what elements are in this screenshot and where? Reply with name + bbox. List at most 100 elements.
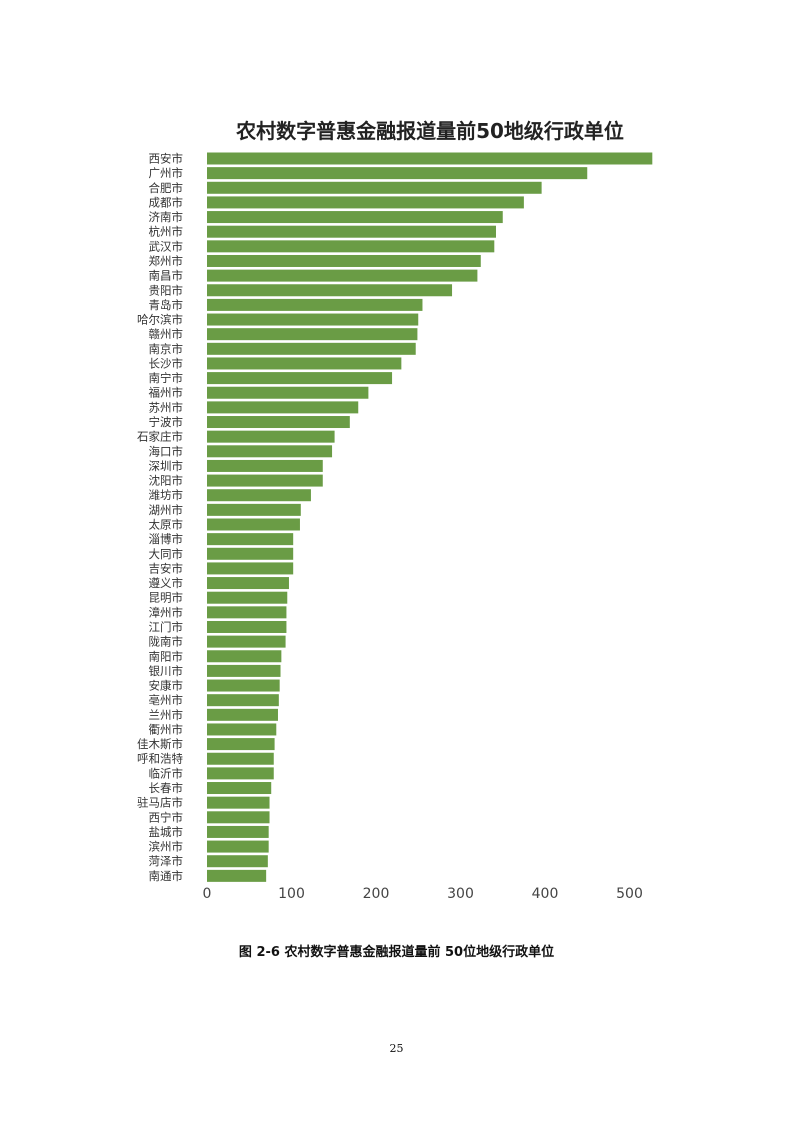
bar [207, 562, 294, 575]
bar-chart: 农村数字普惠金融报道量前50地级行政单位 西安市广州市合肥市成都市济南市杭州市武… [137, 119, 653, 902]
category-label: 福州市 [149, 386, 184, 400]
bar [207, 240, 495, 253]
bar [207, 372, 393, 385]
category-label: 安康市 [149, 679, 184, 693]
bar [207, 181, 542, 194]
category-label: 贵阳市 [149, 283, 184, 297]
bar [207, 796, 270, 809]
category-label: 银川市 [149, 664, 184, 678]
bar [207, 825, 269, 838]
bar [207, 503, 301, 516]
category-labels: 西安市广州市合肥市成都市济南市杭州市武汉市郑州市南昌市贵阳市青岛市哈尔滨市赣州市… [137, 152, 183, 883]
category-label: 石家庄市 [137, 430, 183, 444]
bar [207, 489, 311, 502]
category-label: 西宁市 [149, 810, 184, 824]
category-label: 盐城市 [149, 825, 184, 839]
bar [207, 386, 369, 399]
category-label: 昆明市 [149, 591, 184, 605]
bar [207, 211, 503, 224]
bar [207, 782, 272, 795]
bar [207, 679, 280, 692]
category-label: 杭州市 [149, 225, 184, 239]
category-label: 南宁市 [149, 371, 184, 385]
category-label: 兰州市 [149, 708, 184, 722]
category-label: 沈阳市 [149, 474, 184, 488]
category-label: 江门市 [149, 620, 184, 634]
category-label: 济南市 [149, 210, 184, 224]
category-label: 海口市 [149, 444, 184, 458]
category-label: 武汉市 [149, 239, 184, 253]
category-label: 太原市 [149, 518, 184, 532]
category-label: 佳木斯市 [137, 737, 183, 751]
category-label: 青岛市 [149, 298, 184, 312]
bar [207, 430, 335, 443]
category-label: 南京市 [149, 342, 184, 356]
category-label: 广州市 [149, 166, 184, 180]
category-label: 菏泽市 [149, 854, 184, 868]
bar [207, 694, 279, 707]
bar [207, 196, 524, 209]
bar [207, 445, 333, 458]
bar [207, 547, 294, 560]
bar [207, 577, 289, 590]
category-label: 呼和浩特 [137, 752, 183, 766]
x-tick-label: 500 [616, 886, 643, 902]
category-label: 驻马店市 [137, 796, 183, 810]
category-label: 合肥市 [149, 181, 184, 195]
bar [207, 269, 478, 282]
bar [207, 342, 416, 355]
category-label: 宁波市 [149, 415, 184, 429]
chart-title: 农村数字普惠金融报道量前50地级行政单位 [235, 119, 624, 143]
bar [207, 620, 287, 633]
bar [207, 167, 588, 180]
category-label: 遵义市 [149, 576, 184, 590]
bar [207, 328, 418, 341]
bar [207, 459, 323, 472]
x-tick-label: 200 [363, 886, 390, 902]
x-tick-label: 100 [278, 886, 305, 902]
category-label: 临沂市 [149, 766, 184, 780]
category-label: 陇南市 [149, 635, 184, 649]
x-tick-label: 300 [447, 886, 474, 902]
category-label: 淄博市 [149, 532, 184, 546]
category-label: 深圳市 [149, 459, 184, 473]
category-label: 郑州市 [149, 254, 184, 268]
bar [207, 635, 286, 648]
bar [207, 811, 270, 824]
bar [207, 664, 281, 677]
bar [207, 869, 267, 882]
category-label: 成都市 [149, 195, 184, 209]
bar [207, 474, 323, 487]
category-label: 衢州市 [149, 722, 184, 736]
bar [207, 152, 653, 165]
category-label: 大同市 [149, 547, 184, 561]
bar [207, 840, 269, 853]
bar [207, 723, 277, 736]
bar [207, 518, 300, 531]
category-label: 滨州市 [149, 840, 184, 854]
category-label: 南通市 [149, 869, 184, 883]
category-label: 西安市 [149, 152, 184, 166]
bar [207, 401, 359, 414]
bar [207, 357, 402, 370]
category-label: 漳州市 [149, 605, 184, 619]
bar [207, 650, 282, 663]
category-label: 吉安市 [149, 561, 184, 575]
page-number: 25 [389, 1042, 404, 1055]
x-axis-ticks: 0 100 200 300 400 500 [203, 886, 643, 902]
bar [207, 416, 350, 429]
bar [207, 738, 275, 751]
bar [207, 533, 294, 546]
bar [207, 313, 419, 326]
category-label: 长春市 [149, 781, 184, 795]
bar [207, 752, 274, 765]
x-tick-label: 0 [203, 886, 212, 902]
category-label: 赣州市 [149, 327, 184, 341]
category-label: 南阳市 [149, 649, 184, 663]
bar [207, 254, 481, 267]
bar [207, 767, 274, 780]
x-tick-label: 400 [532, 886, 559, 902]
bar [207, 708, 278, 721]
bar [207, 225, 496, 238]
figure-caption: 图 2-6 农村数字普惠金融报道量前 50位地级行政单位 [238, 945, 555, 960]
